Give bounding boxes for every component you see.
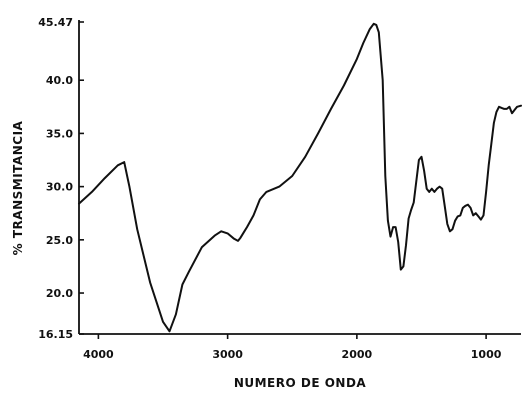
x-tick-label: 3000 [212,348,243,361]
y-tick-label: 30.0 [46,181,73,194]
y-tick-label: 35.0 [46,127,73,140]
y-axis-ticks: 16.15 20.0 25.0 30.0 35.0 40.0 45.47 [38,16,84,341]
x-tick-label: 4000 [83,348,114,361]
x-tick-label: 2000 [342,348,373,361]
y-tick-label: 16.15 [38,328,73,341]
y-tick-label: 45.47 [38,16,73,29]
x-tick-label: 1000 [471,348,502,361]
y-tick-label: 40.0 [46,74,73,87]
x-axis-title: NUMERO DE ONDA [234,376,367,390]
y-tick-label: 25.0 [46,234,73,247]
transmittance-series-line [78,22,522,333]
y-axis-title: % TRANSMITANCIA [11,120,25,255]
x-axis-ticks: 4000 3000 2000 1000 [83,334,502,361]
y-tick-label: 20.0 [46,287,73,300]
